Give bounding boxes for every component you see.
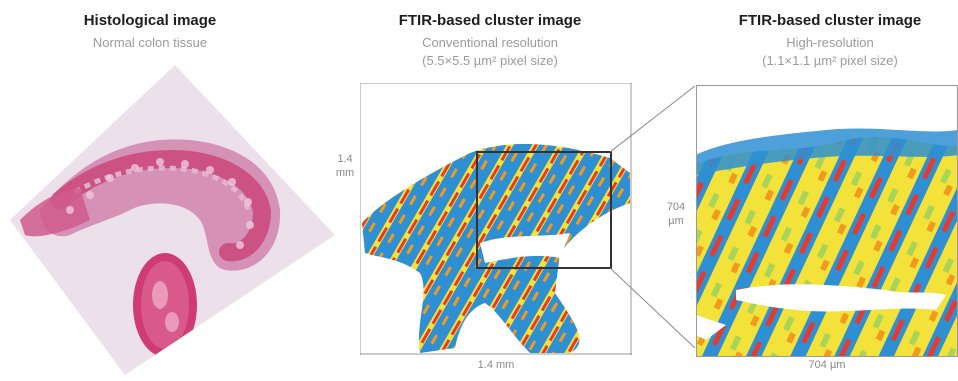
panel-1-title: Histological image <box>83 12 217 29</box>
cluster-image-conventional <box>360 83 632 355</box>
histology-image <box>10 65 335 375</box>
zoom-region-box <box>476 151 612 269</box>
panel-2-subtitle-line2: (5.5×5.5 µm² pixel size) <box>422 53 558 68</box>
panel-3-title: FTIR-based cluster image <box>738 12 922 29</box>
panel-3-subtitle-line1: High-resolution <box>786 35 874 50</box>
panel-2-title: FTIR-based cluster image <box>398 12 582 29</box>
panel-2-subtitle-line1: Conventional resolution <box>422 35 558 50</box>
panel-3-y-label: 704 µm <box>658 200 694 228</box>
panel-2-y-label: 1.4 mm <box>330 152 360 180</box>
panel-3-y-label-value: 704 <box>666 201 686 213</box>
cluster-image-high-resolution <box>696 85 958 357</box>
panel-3-y-label-unit: µm <box>668 215 684 227</box>
panel-2-y-label-unit: mm <box>335 167 355 179</box>
panel-3-subtitle-line2: (1.1×1.1 µm² pixel size) <box>762 53 898 68</box>
panel-2-y-label-value: 1.4 <box>337 153 353 165</box>
panel-3-x-label: 704 µm <box>808 359 846 371</box>
zoom-connector <box>610 85 696 349</box>
panel-2-x-label: 1.4 mm <box>477 359 515 371</box>
panel-1-subtitle: Normal colon tissue <box>92 35 208 50</box>
